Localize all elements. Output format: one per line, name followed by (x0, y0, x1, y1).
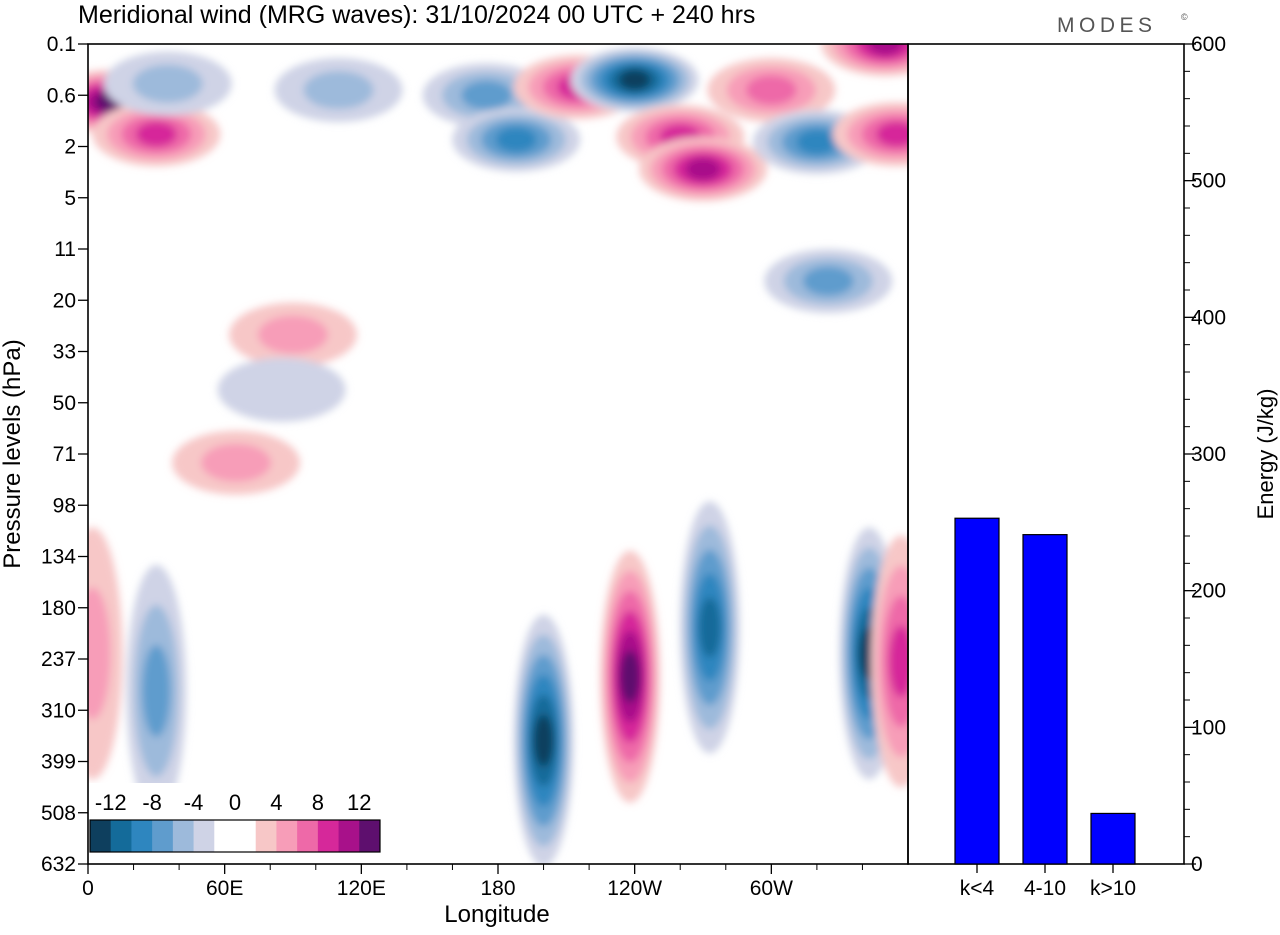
colorbar-label: -4 (184, 790, 204, 815)
brand-mark: © (1181, 12, 1188, 22)
bar-y-tick-label: 500 (1191, 170, 1226, 193)
x-axis-label: Longitude (444, 901, 549, 928)
contour-field (88, 44, 908, 864)
energy-bar (1090, 812, 1136, 865)
contour-shape (685, 157, 721, 181)
contour-shape (867, 44, 903, 56)
y-tick-label: 98 (53, 494, 76, 517)
contour-shape (135, 121, 177, 147)
contour-shape (699, 597, 721, 658)
y-axis: 0.1 0.6 2 5 11 20 33 50 71 98 134 180 237 310 399 508 63… (41, 33, 88, 876)
colorbar-frame (89, 819, 381, 853)
contour-shape (796, 129, 838, 155)
y-tick-label: 180 (41, 597, 76, 620)
contour-shape (132, 64, 203, 103)
contour-shape (619, 69, 651, 91)
colorbar-swatch (255, 820, 277, 852)
y-tick-label: 0.1 (47, 33, 76, 56)
contour-shape (889, 625, 908, 698)
bar-y-tick-label: 100 (1191, 716, 1226, 739)
y-tick-label: 134 (41, 546, 76, 569)
bar-y-tick-label: 200 (1191, 580, 1226, 603)
colorbar-swatch (152, 820, 174, 852)
contour-shape (495, 127, 537, 153)
colorbar-label: 12 (347, 790, 371, 815)
y-tick-label: 237 (41, 648, 76, 671)
x-tick-label: 120E (337, 877, 386, 900)
contour-shape (876, 121, 908, 147)
bar-category-label: 4-10 (1024, 877, 1066, 900)
contour-shape (142, 644, 171, 737)
colorbar-label: 4 (270, 790, 282, 815)
colorbar-label: -12 (95, 790, 127, 815)
x-tick-label: 180 (480, 877, 515, 900)
colorbar-swatch (214, 820, 236, 852)
contour-shape (258, 315, 328, 354)
bar-category-label: k<4 (960, 877, 995, 900)
bar-y-tick-label: 400 (1191, 306, 1226, 329)
colorbar-swatch (297, 820, 319, 852)
y-tick-label: 0.6 (47, 84, 76, 107)
colorbar-swatch (172, 820, 194, 852)
y-tick-label: 508 (41, 802, 76, 825)
colorbar-swatch (131, 820, 153, 852)
y-tick-label: 2 (64, 136, 76, 159)
colorbar-label: 0 (229, 790, 241, 815)
contour-shape (217, 357, 346, 422)
energy-bar (1022, 534, 1068, 865)
colorbar-swatch (317, 820, 339, 852)
chart-title: Meridional wind (MRG waves): 31/10/2024 … (78, 1, 755, 29)
contour-shape (201, 443, 272, 482)
colorbar-swatch (276, 820, 298, 852)
colorbar-swatch (235, 820, 257, 852)
bar-y-tick-label: 300 (1191, 443, 1226, 466)
heatmap-panel: -12 -8 -4 0 4 8 12 0 60E 120E 180 120W 60W 0.1 0.6 2 5… (0, 33, 909, 928)
bar-y-tick-label: 0 (1191, 853, 1203, 876)
y-tick-label: 50 (53, 392, 76, 415)
bar-y-axis: 0 100 200 300 400 500 600 (1184, 33, 1226, 876)
colorbar-label: 8 (312, 790, 324, 815)
y-tick-label: 33 (53, 341, 76, 364)
y-tick-label: 310 (41, 699, 76, 722)
x-tick-label: 0 (82, 877, 94, 900)
contour-shape (533, 714, 554, 767)
colorbar: -12 -8 -4 0 4 8 12 (88, 783, 384, 859)
colorbar-swatch (359, 820, 381, 852)
colorbar-swatch (193, 820, 215, 852)
x-axis: 0 60E 120E 180 120W 60W (82, 864, 863, 900)
bar-category-label: k>10 (1090, 877, 1136, 900)
colorbar-swatch (110, 820, 132, 852)
brand-logo: MODES (1057, 14, 1157, 37)
x-tick-label: 60W (750, 877, 793, 900)
contour-shape (620, 650, 641, 703)
x-tick-label: 120W (607, 877, 662, 900)
bar-series: k<4 4-10 k>10 (954, 517, 1136, 900)
y-tick-label: 71 (53, 443, 76, 466)
colorbar-label: -8 (142, 790, 162, 815)
colorbar-swatch (90, 820, 112, 852)
x-tick-label: 60E (206, 877, 243, 900)
energy-bar (954, 517, 1000, 865)
y-tick-label: 399 (41, 751, 76, 774)
y-tick-label: 11 (54, 238, 76, 261)
y-tick-label: 632 (41, 853, 76, 876)
y-axis-label: Pressure levels (hPa) (0, 339, 26, 568)
bar-y-axis-label: Energy (J/kg) (1253, 389, 1278, 520)
contour-shape (303, 71, 374, 110)
y-tick-label: 5 (64, 187, 76, 210)
contour-shape (88, 587, 111, 720)
bar-panel: k<4 4-10 k>10 0 100 200 300 400 500 600 Energy (… (907, 33, 1278, 900)
y-tick-label: 20 (53, 289, 76, 312)
contour-shape (746, 75, 797, 105)
colorbar-swatch (338, 820, 360, 852)
contour-shape (461, 80, 512, 110)
bar-y-tick-label: 600 (1191, 33, 1226, 56)
contour-shape (802, 266, 854, 296)
